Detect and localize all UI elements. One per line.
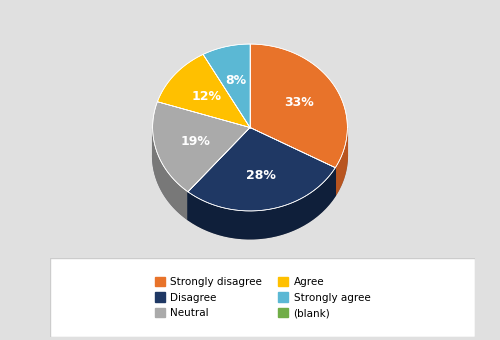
Polygon shape xyxy=(188,128,336,211)
Text: 19%: 19% xyxy=(181,135,210,148)
Text: 12%: 12% xyxy=(192,90,222,103)
Polygon shape xyxy=(250,44,348,168)
Polygon shape xyxy=(158,54,250,128)
Polygon shape xyxy=(152,129,188,220)
FancyBboxPatch shape xyxy=(50,258,475,337)
Polygon shape xyxy=(203,44,250,128)
Text: 8%: 8% xyxy=(226,74,246,87)
Polygon shape xyxy=(336,128,347,196)
Polygon shape xyxy=(152,155,348,239)
Legend: Strongly disagree, Disagree, Neutral, Agree, Strongly agree, (blank): Strongly disagree, Disagree, Neutral, Ag… xyxy=(150,272,376,323)
Text: 33%: 33% xyxy=(284,96,314,109)
Text: 28%: 28% xyxy=(246,169,276,182)
Polygon shape xyxy=(188,168,336,239)
Polygon shape xyxy=(152,102,250,192)
